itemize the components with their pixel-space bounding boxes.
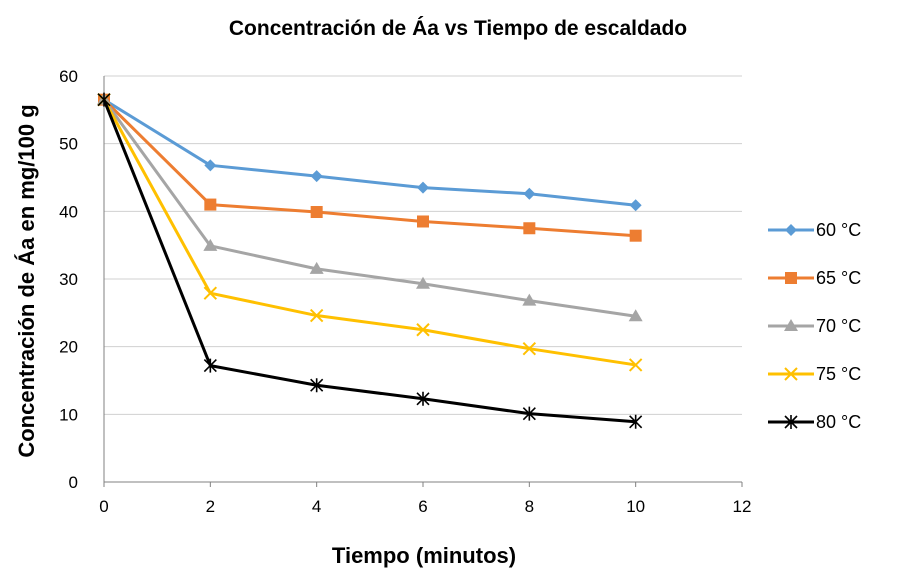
data-point xyxy=(204,198,217,211)
data-point xyxy=(628,309,643,322)
data-point xyxy=(417,215,429,228)
y-axis-title: Concentración de Áa en mg/100 g xyxy=(14,104,39,457)
data-point xyxy=(522,406,536,421)
data-point xyxy=(784,319,798,331)
data-point xyxy=(785,272,797,284)
data-point xyxy=(522,293,537,306)
series-layer xyxy=(97,92,643,429)
x-tick-label: 12 xyxy=(733,497,752,516)
series-3 xyxy=(97,92,643,372)
y-tick-label: 50 xyxy=(59,135,78,154)
series-2 xyxy=(97,92,643,322)
legend-item: 70 °C xyxy=(768,316,861,336)
data-point xyxy=(204,159,217,172)
series-line xyxy=(103,98,636,207)
grid xyxy=(104,75,742,415)
series-line xyxy=(102,98,636,238)
legend-label: 80 °C xyxy=(816,412,861,432)
data-point xyxy=(310,378,324,393)
data-point xyxy=(417,181,429,194)
x-tick-label: 0 xyxy=(99,497,108,516)
x-tick-label: 8 xyxy=(525,497,534,516)
x-tick-label: 2 xyxy=(206,497,215,516)
legend-item: 60 °C xyxy=(768,220,861,240)
data-point xyxy=(310,206,323,219)
axes xyxy=(103,76,743,487)
x-axis-title: Tiempo (minutos) xyxy=(332,543,516,568)
data-point xyxy=(97,92,111,107)
data-point xyxy=(309,308,324,323)
data-point xyxy=(523,222,536,235)
legend-item: 80 °C xyxy=(768,412,861,432)
data-point xyxy=(522,341,537,356)
y-tick-label: 30 xyxy=(59,270,78,289)
data-point xyxy=(785,224,797,236)
legend-label: 70 °C xyxy=(816,316,861,336)
legend: 60 °C 65 °C 70 °C 75 °C 80 °C xyxy=(768,220,861,432)
legend-item: 65 °C xyxy=(768,268,861,288)
series-line xyxy=(102,98,636,367)
y-tick-label: 10 xyxy=(59,405,78,424)
series-0 xyxy=(98,93,642,212)
data-point xyxy=(310,170,323,183)
data-point xyxy=(784,415,798,429)
y-tick-label: 20 xyxy=(59,338,78,357)
data-point xyxy=(203,358,217,373)
x-tick-label: 6 xyxy=(418,497,427,516)
legend-label: 75 °C xyxy=(816,364,861,384)
series-line xyxy=(102,99,636,424)
data-point xyxy=(203,238,218,251)
y-tick-label: 40 xyxy=(59,202,78,221)
series-1 xyxy=(98,93,642,242)
y-tick-label: 60 xyxy=(59,67,78,86)
series-line xyxy=(102,98,636,318)
data-point xyxy=(416,391,430,406)
data-point xyxy=(203,286,218,300)
data-point xyxy=(523,187,536,200)
chart-title: Concentración de Áa vs Tiempo de escalda… xyxy=(229,17,687,40)
data-point xyxy=(629,414,643,429)
data-point xyxy=(309,261,324,274)
legend-item: 75 °C xyxy=(768,364,861,384)
data-point xyxy=(629,199,642,212)
data-point xyxy=(629,229,642,242)
y-tick-labels: 0 10 20 30 40 50 60 xyxy=(59,67,78,492)
legend-label: 60 °C xyxy=(816,220,861,240)
data-point xyxy=(628,358,643,372)
x-tick-labels: 0 2 4 6 8 10 12 xyxy=(99,497,751,516)
data-point xyxy=(784,367,798,381)
data-point xyxy=(416,276,430,289)
y-tick-label: 0 xyxy=(69,473,78,492)
x-tick-label: 4 xyxy=(312,497,321,516)
data-point xyxy=(416,323,430,337)
x-tick-label: 10 xyxy=(626,497,645,516)
legend-label: 65 °C xyxy=(816,268,861,288)
series-4 xyxy=(97,92,643,429)
